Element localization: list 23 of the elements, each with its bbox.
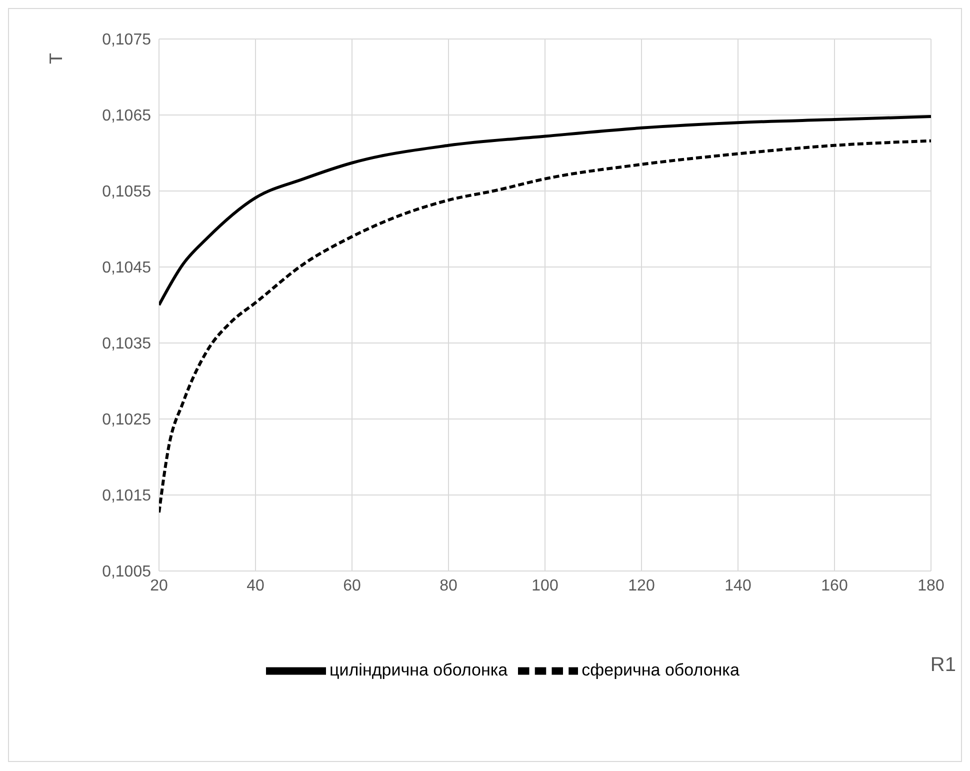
x-axis-title: R1 [930, 654, 956, 676]
y-tick-label: 0,1005 [102, 564, 152, 581]
x-tick-label: 20 [150, 577, 168, 594]
x-tick-label: 180 [918, 577, 944, 594]
y-axis-title: T [46, 53, 66, 64]
x-tick-label: 140 [724, 577, 752, 594]
x-tick-label: 100 [532, 577, 558, 594]
line-series [159, 115, 931, 306]
y-tick-label: 0,1055 [102, 184, 152, 201]
y-tick-label: 0,1065 [102, 108, 152, 125]
x-tick-label: 60 [343, 577, 361, 594]
y-tick-label: 0,1015 [102, 488, 152, 505]
x-tick-label: 80 [440, 577, 458, 594]
y-tick-label: 0,1035 [102, 336, 152, 353]
x-tick-label: 160 [821, 577, 848, 594]
x-tick-label: 40 [246, 577, 264, 594]
y-tick-label: 0,1045 [102, 260, 152, 277]
line-series [159, 139, 931, 514]
legend-label: циліндрична оболонка [330, 660, 508, 680]
y-tick-label: 0,1075 [102, 32, 152, 49]
x-tick-label: 120 [628, 577, 655, 594]
y-tick-label: 0,1025 [102, 412, 152, 429]
legend-label: сферична оболонка [582, 660, 740, 680]
